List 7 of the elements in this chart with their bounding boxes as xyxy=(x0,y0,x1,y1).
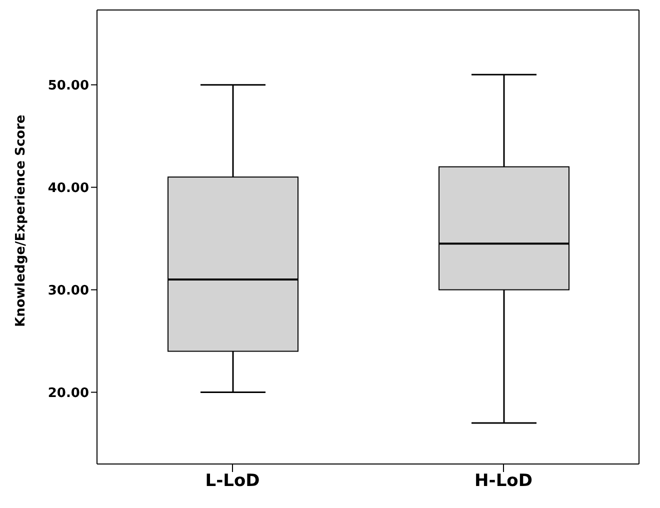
y-tick-label: 50.00 xyxy=(48,78,89,94)
y-tick-label: 30.00 xyxy=(48,283,89,298)
y-axis-title: Knowledge/Experience Score xyxy=(14,114,29,327)
y-tick-label: 20.00 xyxy=(48,386,89,401)
y-tick-label: 40.00 xyxy=(48,180,89,196)
x-tick-label: H-LoD xyxy=(474,471,532,492)
x-tick-label: L-LoD xyxy=(205,471,260,492)
